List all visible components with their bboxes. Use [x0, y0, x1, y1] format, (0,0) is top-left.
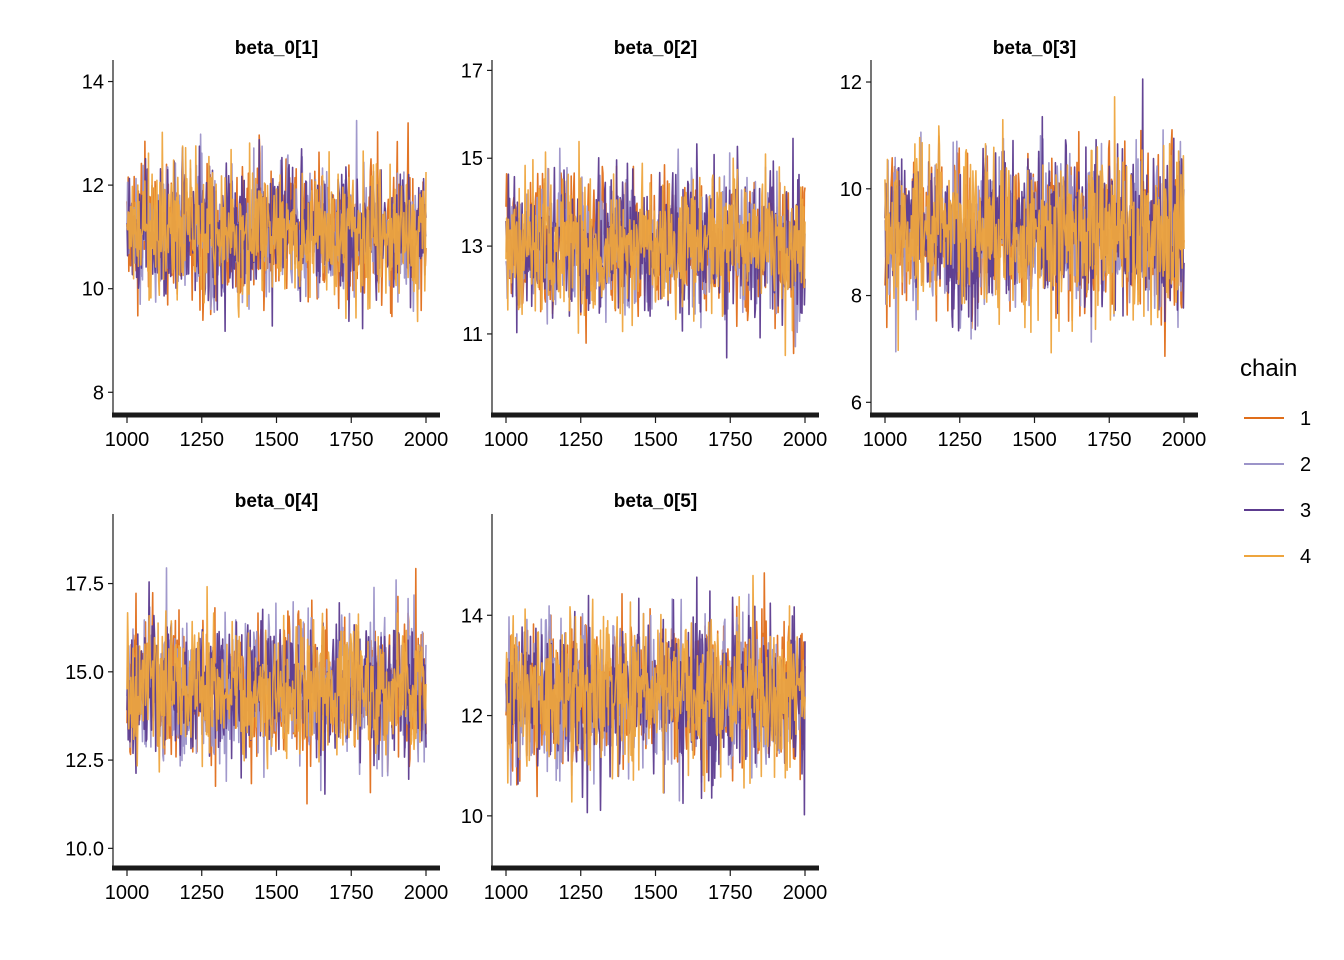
- x-tick-label: 1250: [938, 429, 983, 451]
- trace-series-group: [505, 137, 806, 359]
- trace-panel-4: beta_0[4] 10.0 12.5 15.0 17.5 1000 1250 1500 175…: [65, 491, 448, 904]
- legend-title: chain: [1240, 355, 1297, 382]
- y-tick-label: 10: [82, 279, 104, 301]
- trace-line-chain-4: [884, 96, 1185, 354]
- trace-panel-2: beta_0[2] 11 13 15 17 1000 1250 1500 1750 2000: [461, 38, 828, 451]
- x-tick-label: 1500: [254, 882, 299, 904]
- trace-line-chain-4: [505, 574, 806, 803]
- legend-label: 3: [1300, 500, 1311, 522]
- y-tick-label: 12.5: [65, 750, 104, 772]
- x-tick-label: 1500: [633, 429, 678, 451]
- x-tick-label: 1500: [633, 882, 678, 904]
- x-tick-label: 1750: [1087, 429, 1132, 451]
- x-tick-label: 1000: [484, 429, 529, 451]
- y-tick-label: 10: [840, 179, 862, 201]
- trace-panel-5: beta_0[5] 10 12 14 1000 1250 1500 1750 2000: [461, 491, 828, 904]
- x-tick-label: 1000: [484, 882, 529, 904]
- x-tick-label: 1500: [1012, 429, 1057, 451]
- panel-title: beta_0[3]: [993, 38, 1076, 59]
- x-tick-label: 1250: [180, 429, 225, 451]
- trace-series-group: [126, 119, 427, 332]
- x-tick-label: 1250: [559, 429, 604, 451]
- x-tick-label: 1750: [708, 882, 753, 904]
- y-tick-label: 12: [840, 72, 862, 94]
- legend-label: 1: [1300, 408, 1311, 430]
- legend-item-chain-1: 1: [1244, 408, 1311, 430]
- trace-line-chain-4: [126, 131, 427, 323]
- y-tick-label: 11: [462, 324, 483, 346]
- y-tick-label: 6: [851, 392, 862, 414]
- x-tick-label: 2000: [783, 882, 828, 904]
- x-tick-label: 1250: [559, 882, 604, 904]
- y-tick-label: 15: [461, 148, 483, 170]
- x-tick-label: 1000: [105, 882, 150, 904]
- x-tick-label: 1750: [329, 429, 374, 451]
- trace-series-group: [884, 78, 1185, 357]
- x-tick-label: 2000: [783, 429, 828, 451]
- legend-label: 2: [1300, 454, 1311, 476]
- trace-series-group: [505, 572, 806, 816]
- panel-title: beta_0[4]: [235, 491, 318, 512]
- x-tick-label: 1750: [329, 882, 374, 904]
- x-tick-label: 1000: [863, 429, 908, 451]
- y-tick-label: 12: [82, 175, 104, 197]
- chain-legend: chain 1 2 3 4: [1240, 355, 1311, 568]
- trace-panel-3: beta_0[3] 6 8 10 12 1000 1250 1500 1750 2000: [840, 38, 1207, 451]
- legend-item-chain-3: 3: [1244, 500, 1311, 522]
- x-tick-label: 2000: [1162, 429, 1207, 451]
- trace-line-chain-4: [126, 585, 427, 773]
- trace-line-chain-4: [505, 140, 806, 357]
- trace-panel-1: beta_0[1] 8 10 12 14 1000 1250 1500 1750 2000: [82, 38, 449, 451]
- y-tick-label: 13: [461, 236, 483, 258]
- legend-label: 4: [1300, 546, 1311, 568]
- y-tick-label: 10: [461, 806, 483, 828]
- x-tick-label: 2000: [404, 429, 449, 451]
- y-tick-label: 10.0: [65, 838, 104, 860]
- panel-title: beta_0[5]: [614, 491, 697, 512]
- x-tick-label: 1750: [708, 429, 753, 451]
- x-tick-label: 1500: [254, 429, 299, 451]
- y-tick-label: 14: [82, 72, 104, 94]
- legend-item-chain-2: 2: [1244, 454, 1311, 476]
- x-tick-label: 2000: [404, 882, 449, 904]
- trace-series-group: [126, 567, 427, 805]
- x-tick-label: 1000: [105, 429, 150, 451]
- y-tick-label: 15.0: [65, 662, 104, 684]
- x-tick-label: 1250: [180, 882, 225, 904]
- panel-title: beta_0[2]: [614, 38, 697, 59]
- y-tick-label: 8: [851, 286, 862, 308]
- y-tick-label: 12: [461, 706, 483, 728]
- legend-item-chain-4: 4: [1244, 546, 1311, 568]
- panel-title: beta_0[1]: [235, 38, 318, 59]
- y-tick-label: 17.5: [65, 574, 104, 596]
- y-tick-label: 17: [461, 60, 483, 82]
- y-tick-label: 8: [93, 382, 104, 404]
- y-tick-label: 14: [461, 605, 483, 627]
